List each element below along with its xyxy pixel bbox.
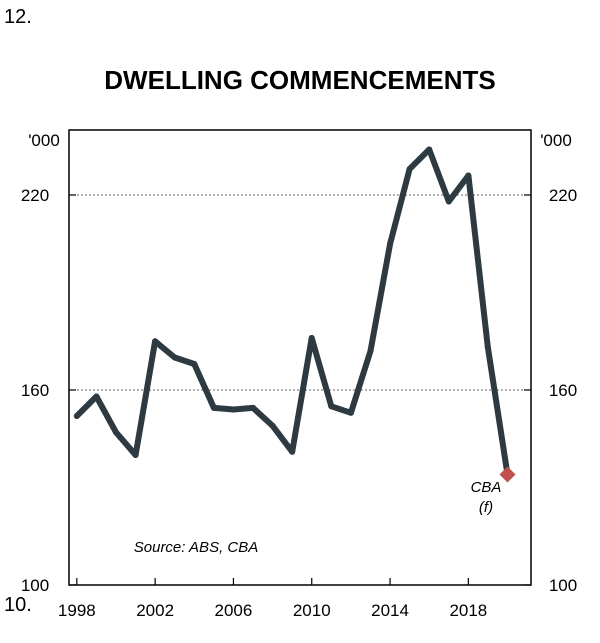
data-point	[93, 393, 100, 400]
data-point	[367, 348, 374, 354]
data-point	[250, 404, 257, 411]
data-point	[347, 409, 354, 416]
data-point	[230, 406, 237, 413]
axis-ticks	[69, 194, 531, 586]
x-tick-label: 2014	[371, 601, 409, 620]
forecast-marker	[499, 466, 516, 483]
y-tick-label-left: 220	[21, 186, 49, 205]
series-line	[73, 146, 491, 458]
y-tick-label-right: 160	[549, 381, 577, 400]
forecast-label-f: (f)	[479, 499, 493, 516]
data-point	[289, 448, 296, 455]
x-tick-label: 2006	[215, 601, 253, 620]
x-tick-label: 2002	[136, 601, 174, 620]
series-layer	[73, 146, 491, 458]
plot-frame	[68, 129, 532, 586]
y-tick-label-left: 160	[21, 381, 49, 400]
data-point	[445, 198, 452, 205]
data-point	[152, 338, 159, 345]
y-tick-label-right: 220	[549, 186, 577, 205]
data-point	[73, 413, 80, 419]
unit-right: '000	[540, 131, 572, 150]
data-point	[210, 404, 217, 411]
y-tick-label-right: 100	[549, 576, 577, 595]
data-point	[191, 361, 198, 367]
y-tick-label-left: 100	[21, 576, 49, 595]
data-point	[171, 354, 178, 361]
source-note: Source: ABS, CBA	[134, 539, 259, 556]
data-point	[328, 403, 335, 410]
data-point	[465, 172, 472, 179]
unit-left: '000	[28, 131, 60, 150]
forecast-label-cba: CBA	[471, 479, 502, 496]
data-point	[387, 240, 394, 247]
forecast-line	[484, 344, 511, 478]
x-tick-label: 2018	[449, 601, 487, 620]
data-point	[132, 452, 139, 458]
chart-title: DWELLING COMMENCEMENTS	[104, 65, 495, 95]
data-point	[426, 146, 433, 153]
x-tick-label: 1998	[58, 601, 96, 620]
axis-tick-labels: 1998 2002 2006 2010 2014 2018 100 100 160 160 220 2…	[21, 186, 577, 620]
page-number-bottom: 10.	[4, 594, 32, 616]
page-number-top: 12.	[4, 6, 32, 28]
data-point	[406, 166, 413, 172]
data-point	[308, 335, 315, 341]
data-point	[112, 429, 119, 436]
x-tick-label: 2010	[293, 601, 331, 620]
data-point	[269, 422, 276, 429]
gridlines	[69, 194, 531, 391]
forecast-layer	[484, 344, 516, 483]
